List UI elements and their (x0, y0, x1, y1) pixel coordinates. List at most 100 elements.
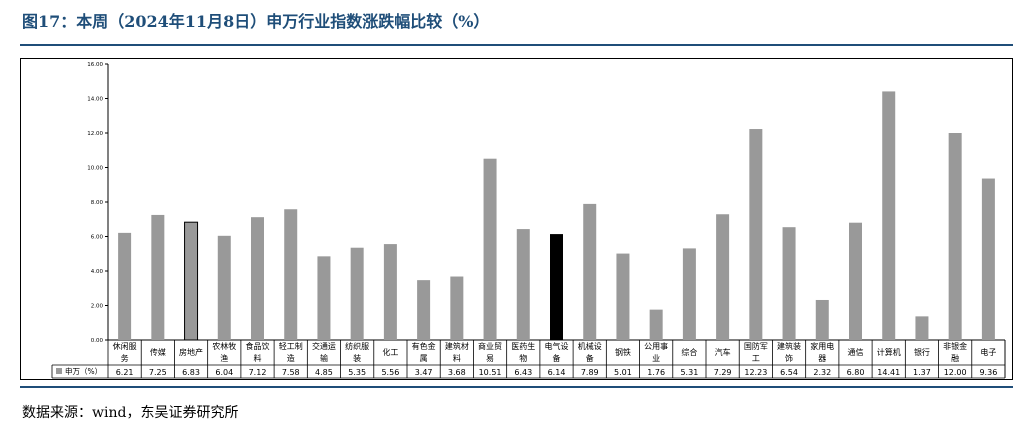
x-tick-label: 国防军 (744, 341, 768, 351)
y-tick-label: 8.00 (91, 200, 104, 206)
data-label: 7.29 (714, 368, 732, 377)
data-label: 3.47 (415, 368, 433, 377)
x-tick-label: 有色金 (412, 341, 436, 351)
bar (118, 232, 132, 340)
x-tick-label: 备 (586, 353, 594, 363)
data-label: 14.41 (877, 368, 900, 377)
data-label: 1.37 (913, 368, 931, 377)
legend-swatch (56, 368, 62, 374)
data-label: 6.83 (182, 368, 200, 377)
x-tick-label: 易 (486, 354, 494, 363)
bar (516, 229, 530, 340)
data-label: 12.00 (944, 368, 967, 377)
bar (849, 222, 862, 340)
figure-title: 图17：本周（2024年11月8日）申万行业指数涨跌幅比较（%） (22, 12, 490, 31)
data-label: 5.35 (348, 368, 366, 377)
bar (948, 133, 962, 340)
x-tick-label: 业 (652, 353, 660, 363)
y-tick-label: 12.00 (87, 131, 103, 137)
x-tick-label: 医药生 (511, 341, 535, 351)
bar (550, 234, 563, 340)
bar (782, 227, 796, 340)
x-tick-label: 机械设 (578, 341, 602, 351)
x-tick-label: 非银金 (943, 341, 967, 351)
data-label: 6.14 (548, 368, 566, 377)
y-tick-label: 16.00 (87, 62, 103, 68)
x-tick-label: 交通运 (312, 341, 336, 351)
y-tick-label: 10.00 (87, 166, 103, 172)
x-tick-label: 通信 (848, 347, 864, 357)
bar (915, 316, 929, 340)
x-tick-label: 公用事 (644, 341, 668, 351)
x-tick-label: 休闲服 (113, 341, 137, 351)
x-tick-label: 化工 (382, 347, 398, 357)
bar (882, 91, 896, 341)
x-tick-label: 电气设 (545, 341, 569, 351)
x-tick-label: 综合 (681, 347, 697, 357)
x-tick-label: 纺织服 (345, 341, 369, 351)
x-tick-label: 银行 (914, 347, 930, 357)
bar (483, 158, 497, 340)
bar (815, 299, 829, 340)
bar (716, 214, 730, 340)
x-tick-label: 务 (121, 353, 129, 363)
data-label: 10.51 (479, 368, 502, 377)
y-tick-label: 2.00 (91, 304, 104, 310)
data-label: 6.43 (514, 368, 532, 377)
x-tick-label: 造 (287, 353, 295, 363)
data-label: 7.58 (282, 368, 300, 377)
x-tick-label: 备 (553, 353, 561, 363)
y-tick-label: 0.00 (91, 338, 104, 344)
bar (616, 253, 630, 340)
source-rule (20, 386, 1013, 388)
bar (251, 217, 264, 340)
bar (749, 129, 763, 340)
bar (350, 247, 364, 340)
data-label: 5.56 (381, 368, 399, 377)
data-label: 7.89 (581, 368, 599, 377)
bar (184, 221, 199, 341)
data-label: 5.31 (680, 368, 698, 377)
data-label: 6.80 (847, 368, 865, 377)
data-label: 6.04 (215, 368, 233, 377)
data-label: 9.36 (979, 368, 997, 377)
bar (151, 214, 165, 340)
x-tick-label: 装 (353, 353, 361, 363)
bar (217, 235, 231, 340)
x-tick-label: 饰 (785, 353, 793, 363)
data-label: 2.32 (813, 368, 831, 377)
x-tick-label: 食品饮 (246, 341, 270, 351)
x-tick-label: 工 (752, 354, 760, 363)
x-tick-label: 输 (320, 353, 328, 363)
data-label: 5.01 (614, 368, 632, 377)
x-tick-label: 建筑装 (777, 341, 801, 351)
x-tick-label: 建筑材 (445, 341, 469, 351)
x-tick-label: 料 (453, 353, 461, 363)
chart-frame (20, 58, 1013, 380)
bar (682, 248, 696, 340)
bar (383, 244, 397, 340)
x-tick-label: 器 (818, 354, 826, 363)
x-tick-label: 商业贸 (478, 341, 502, 351)
x-tick-label: 融 (951, 353, 959, 363)
y-tick-label: 6.00 (91, 235, 104, 241)
data-label: 4.85 (315, 368, 333, 377)
x-tick-label: 钢铁 (615, 347, 631, 357)
x-tick-label: 农林牧 (212, 341, 236, 351)
title-rule (20, 44, 1013, 46)
y-tick-label: 4.00 (91, 269, 104, 275)
legend-label: 申万（%） (65, 366, 102, 376)
x-tick-label: 计算机 (877, 347, 901, 357)
x-tick-label: 属 (420, 354, 428, 363)
bar (583, 203, 597, 340)
x-tick-label: 轻工制 (279, 341, 303, 351)
data-label: 12.23 (744, 368, 767, 377)
data-label: 6.21 (116, 368, 134, 377)
bar (284, 209, 298, 340)
bar (317, 256, 331, 340)
bar (649, 309, 663, 340)
data-label: 7.25 (149, 368, 167, 377)
x-tick-label: 渔 (220, 353, 228, 363)
source-note: 数据来源：wind，东吴证券研究所 (22, 405, 239, 421)
